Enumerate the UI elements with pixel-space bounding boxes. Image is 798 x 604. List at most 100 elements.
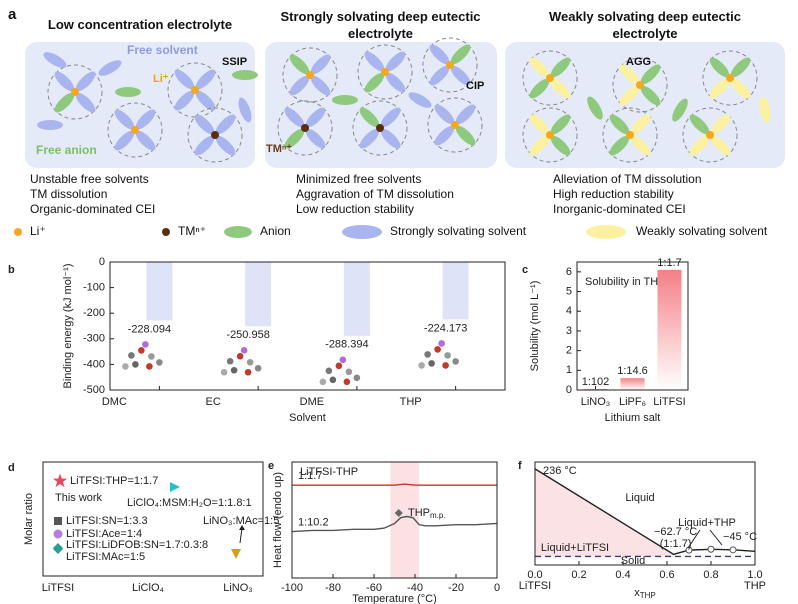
x-tick-label: -60	[366, 582, 382, 594]
annotation-main: THP	[408, 507, 430, 519]
molecule	[364, 72, 385, 93]
molecule-atom	[438, 340, 445, 347]
molecule	[709, 57, 730, 78]
molecule	[730, 78, 751, 99]
chart-title: LiTFSI-THP	[300, 466, 358, 478]
molecule	[587, 96, 603, 120]
ion	[306, 71, 314, 79]
plot-frame	[291, 461, 498, 579]
chart-title: Solubility in THP	[585, 276, 666, 288]
ion	[626, 131, 634, 139]
molecule	[640, 85, 661, 106]
molecule	[310, 54, 331, 75]
panel-label: c	[522, 264, 528, 276]
molecule	[455, 104, 476, 125]
bar	[245, 262, 272, 327]
ion	[301, 124, 309, 132]
annotation: THPm.p.	[408, 507, 446, 520]
x-axis-title: Temperature (°C)	[352, 593, 436, 604]
molecule	[305, 128, 326, 149]
panel-label: d	[8, 462, 15, 474]
molecule-atom	[148, 353, 155, 360]
molecule-atom	[424, 351, 431, 358]
column-title: Low concentration electrolyte	[47, 17, 233, 32]
x-tick-label: 1.0	[747, 569, 762, 581]
value-label: -228.094	[128, 323, 171, 335]
y-tick-label: 2	[566, 345, 572, 357]
annotation: AGG	[626, 56, 652, 68]
molecule	[238, 97, 252, 123]
region-label: Liquid	[625, 492, 654, 504]
point-label: LiClO₄:MSM:H₂O=1:1.8:1	[127, 497, 252, 509]
annotation: Free solvent	[127, 43, 198, 57]
annotation-sub: m.p.	[430, 511, 446, 520]
x-tick-label: LiClO₄	[132, 582, 165, 594]
ion	[446, 61, 454, 69]
annotation: TMⁿ⁺	[266, 143, 293, 155]
molecule	[529, 57, 550, 78]
legend-marker	[586, 225, 626, 239]
molecule	[37, 120, 63, 130]
panel-label: b	[8, 264, 15, 276]
legend-label: TMⁿ⁺	[178, 224, 207, 238]
bar	[620, 378, 645, 390]
x-tick-label: LiNO₃	[223, 582, 253, 594]
molecule	[98, 60, 122, 76]
molecule	[529, 114, 550, 135]
molecule	[689, 135, 710, 156]
molecule	[709, 78, 730, 99]
y-tick-label: 0	[566, 384, 572, 396]
molecule	[434, 104, 455, 125]
ion	[211, 131, 219, 139]
x-tick-label: 0.0	[527, 569, 542, 581]
legend-label: Weakly solvating solvent	[636, 224, 768, 238]
ratio-label: 1:102	[582, 376, 610, 388]
plot-frame	[576, 261, 689, 391]
panel-label: e	[268, 460, 274, 472]
y-tick-label: 5	[566, 285, 572, 297]
molecule	[450, 65, 471, 86]
y-tick-label: 0	[99, 256, 105, 268]
bar	[343, 262, 370, 336]
molecule	[174, 69, 195, 90]
annotation: This work	[55, 492, 103, 504]
x-axis-title: xTHP	[634, 587, 656, 600]
molecule-atom	[226, 357, 234, 365]
x-tick-label: 0.6	[659, 569, 674, 581]
point	[53, 529, 63, 539]
molecule-atom	[325, 367, 333, 375]
x-tick-label: DME	[300, 396, 324, 408]
molecule	[54, 71, 75, 92]
legend-label: Anion	[260, 224, 291, 238]
point	[53, 544, 63, 554]
molecule-atom	[244, 368, 252, 376]
molecule	[284, 107, 305, 128]
legend-marker	[342, 225, 382, 239]
x-tick-label: LiTFSI	[42, 582, 74, 594]
x-axis-title: Lithium salt	[605, 412, 661, 424]
molecule	[529, 78, 550, 99]
solvation-shell	[107, 102, 163, 158]
notes: Alleviation of TM dissolution High reduc…	[553, 172, 702, 217]
ion	[726, 74, 734, 82]
molecule	[609, 114, 630, 135]
note: Alleviation of TM dissolution	[553, 172, 702, 186]
note: Inorganic-dominated CEI	[553, 202, 686, 216]
molecule	[434, 125, 455, 146]
point-label: LiTFSI:LiDFOB:SN=1.7:0.3:8	[66, 539, 208, 551]
molecule-atom	[329, 376, 337, 384]
molecule	[429, 44, 450, 65]
molecule-atom	[230, 366, 238, 374]
molecule-atom	[343, 378, 351, 386]
solvation-shell	[602, 107, 658, 163]
note: Minimized free solvents	[296, 172, 422, 186]
molecule	[550, 114, 571, 135]
x-tick-label: LiNO₃	[581, 396, 611, 408]
x-tick-label: THP	[400, 396, 422, 408]
bar	[146, 262, 173, 321]
molecule	[114, 130, 135, 151]
ion	[381, 68, 389, 76]
value-label: -250.958	[226, 329, 269, 341]
notes: Unstable free solvents TM dissolution Or…	[30, 172, 155, 217]
